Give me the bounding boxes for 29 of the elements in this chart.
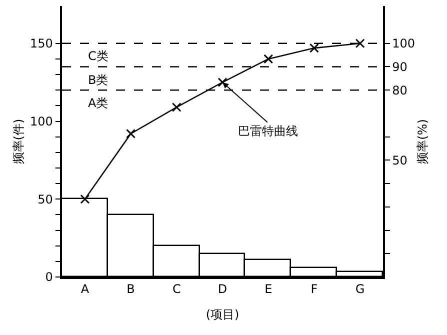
- x-tick-label: F: [310, 282, 318, 296]
- point: [309, 43, 319, 53]
- y-tick-label: 0: [45, 270, 53, 284]
- y-axis-title: 频率(件): [12, 118, 26, 164]
- point: [355, 38, 365, 48]
- annotation: A类: [88, 96, 108, 110]
- point: [126, 128, 136, 138]
- x-tick-label: E: [264, 282, 272, 296]
- y2-tick-label: 100: [392, 36, 416, 51]
- annotation: B类: [88, 73, 108, 87]
- x-tick-label: G: [355, 282, 365, 296]
- x-tick-label: A: [80, 282, 90, 296]
- point: [80, 194, 90, 204]
- point: [218, 78, 228, 88]
- annotation: C类: [88, 49, 108, 63]
- x-tick-label: B: [126, 282, 135, 296]
- x-tick-label: D: [218, 282, 228, 296]
- y2-axis-title: 频率(%): [415, 119, 430, 164]
- x-tick-label: C: [172, 282, 181, 296]
- annotation: 巴雷特曲线: [238, 124, 298, 138]
- y-tick-label: 150: [30, 36, 53, 51]
- y-tick-label: 100: [30, 114, 53, 128]
- y2-tick-label: 50: [392, 153, 408, 168]
- y2-tick-label: 80: [392, 83, 408, 98]
- y2-tick-label: 90: [392, 60, 408, 74]
- point: [264, 54, 274, 64]
- y-tick-label: 50: [38, 192, 53, 206]
- x-axis-title: (项目): [206, 308, 240, 322]
- point: [172, 102, 182, 112]
